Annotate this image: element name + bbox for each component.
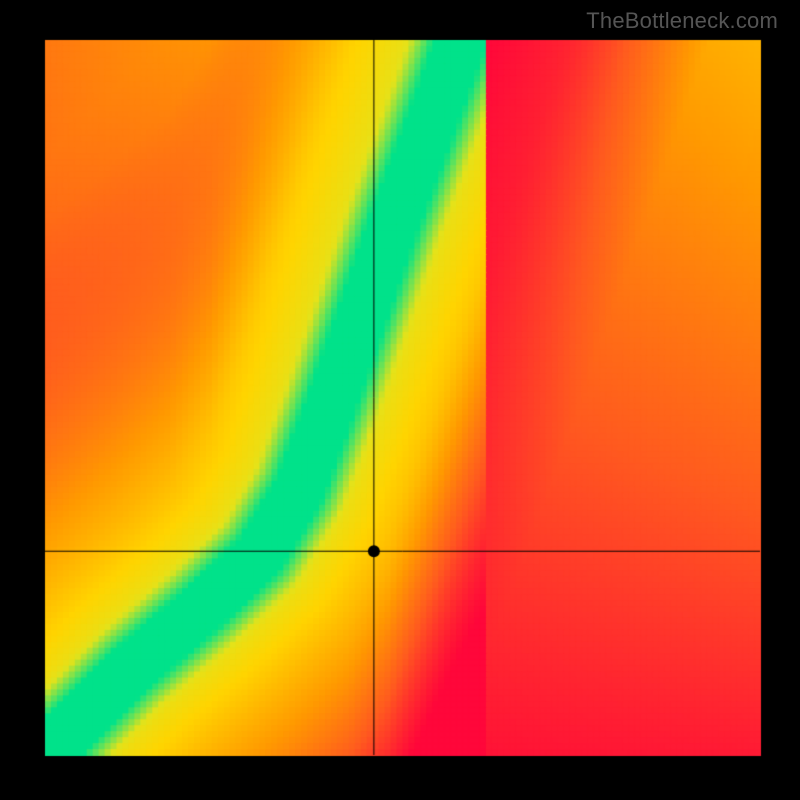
- watermark-text: TheBottleneck.com: [586, 8, 778, 34]
- bottleneck-heatmap: [0, 0, 800, 800]
- chart-container: TheBottleneck.com: [0, 0, 800, 800]
